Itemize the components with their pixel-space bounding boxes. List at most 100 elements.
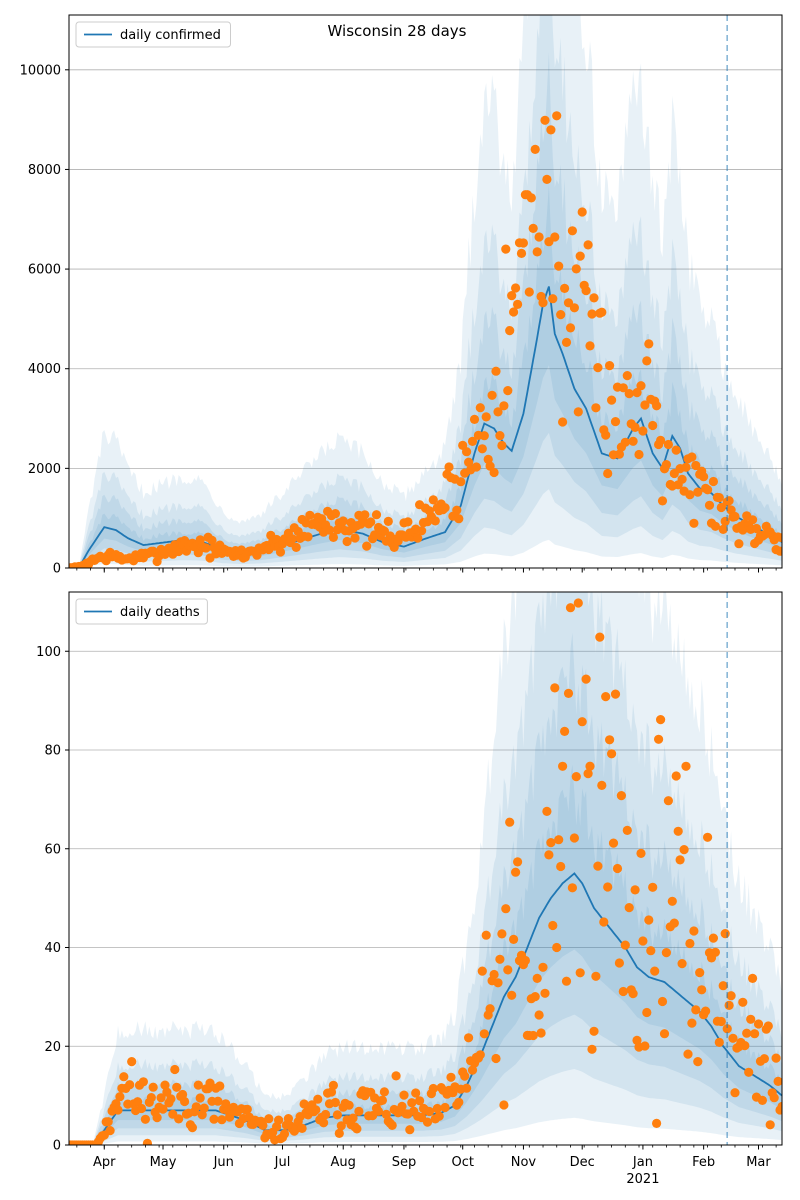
observed-point xyxy=(481,412,491,422)
observed-point xyxy=(462,447,472,457)
observed-point xyxy=(663,439,674,450)
observed-point xyxy=(497,440,507,451)
observed-point xyxy=(603,882,613,892)
observed-point xyxy=(561,337,572,347)
observed-point xyxy=(577,717,587,727)
observed-point xyxy=(571,772,581,782)
observed-point xyxy=(589,293,599,303)
observed-point xyxy=(726,991,736,1001)
observed-point xyxy=(751,523,762,534)
y-tick-label: 0 xyxy=(53,562,61,577)
observed-point xyxy=(693,487,703,497)
observed-point xyxy=(305,510,315,520)
observed-point xyxy=(324,525,335,535)
observed-point xyxy=(701,1006,711,1016)
observed-point xyxy=(332,1110,342,1120)
observed-point xyxy=(759,1054,770,1064)
observed-point xyxy=(720,516,730,527)
observed-point xyxy=(328,532,338,543)
observed-point xyxy=(671,771,681,781)
observed-point xyxy=(618,986,628,997)
observed-point xyxy=(180,1096,190,1107)
observed-point xyxy=(636,381,646,391)
observed-point xyxy=(636,848,646,859)
observed-point xyxy=(454,514,464,524)
observed-point xyxy=(348,1113,358,1123)
observed-point xyxy=(587,309,597,319)
observed-point xyxy=(610,689,621,699)
observed-point xyxy=(503,965,513,975)
observed-point xyxy=(336,1121,346,1131)
observed-point xyxy=(591,971,601,981)
x-tick-label: Aug xyxy=(331,1155,356,1170)
observed-point xyxy=(656,715,666,725)
observed-point xyxy=(532,247,542,257)
y-tick-label: 40 xyxy=(44,941,61,956)
observed-point xyxy=(640,1041,650,1051)
observed-point xyxy=(152,1113,162,1123)
y-tick-label: 80 xyxy=(44,744,61,759)
observed-point xyxy=(703,832,713,842)
y-tick-label: 60 xyxy=(44,842,61,857)
observed-point xyxy=(354,1106,364,1116)
observed-point xyxy=(489,969,499,980)
y-tick-label: 2000 xyxy=(28,462,61,477)
observed-point xyxy=(127,1057,137,1067)
observed-point xyxy=(428,495,438,505)
observed-point xyxy=(777,1101,782,1112)
observed-point xyxy=(360,510,370,520)
observed-point xyxy=(685,490,695,500)
observed-point xyxy=(728,1033,738,1043)
observed-point xyxy=(610,417,621,427)
observed-point xyxy=(614,958,625,968)
observed-point xyxy=(657,496,668,506)
observed-point xyxy=(697,985,707,995)
observed-point xyxy=(475,1050,485,1060)
x-tick-label: Feb xyxy=(692,1155,715,1170)
observed-point xyxy=(242,1104,252,1114)
observed-point xyxy=(138,1077,148,1087)
observed-point xyxy=(622,825,632,836)
observed-point xyxy=(497,929,507,939)
observed-point xyxy=(142,1138,152,1145)
observed-point xyxy=(133,1097,143,1107)
observed-point xyxy=(556,310,566,320)
observed-point xyxy=(454,1097,464,1107)
observed-point xyxy=(585,341,595,351)
observed-point xyxy=(683,1049,693,1059)
observed-point xyxy=(644,339,654,349)
observed-point xyxy=(291,542,301,553)
observed-point xyxy=(569,833,580,843)
y-tick-label: 6000 xyxy=(28,263,61,278)
observed-point xyxy=(469,414,480,424)
observed-point xyxy=(644,915,654,925)
observed-point xyxy=(507,990,517,1000)
observed-point xyxy=(411,1088,421,1098)
observed-point xyxy=(499,1100,509,1110)
observed-point xyxy=(695,968,705,978)
observed-point xyxy=(350,533,360,543)
observed-point xyxy=(508,307,519,317)
observed-point xyxy=(638,426,648,436)
observed-point xyxy=(603,468,613,479)
observed-point xyxy=(452,505,462,515)
observed-point xyxy=(581,674,591,684)
observed-point xyxy=(217,1115,227,1125)
observed-point xyxy=(387,1120,397,1130)
observed-point xyxy=(440,1102,450,1113)
observed-point xyxy=(616,791,627,801)
observed-point xyxy=(691,1005,701,1015)
axes-frame xyxy=(68,14,783,569)
observed-point xyxy=(158,1104,168,1114)
observed-point xyxy=(710,521,721,531)
observed-point xyxy=(413,533,423,543)
observed-point xyxy=(704,500,715,510)
observed-point xyxy=(201,543,211,553)
observed-point xyxy=(125,1080,135,1090)
observed-point xyxy=(585,761,595,771)
observed-point xyxy=(552,942,562,953)
observed-point xyxy=(424,1106,434,1117)
observed-point xyxy=(397,1101,407,1111)
observed-point xyxy=(565,603,576,613)
observed-point xyxy=(689,926,699,936)
